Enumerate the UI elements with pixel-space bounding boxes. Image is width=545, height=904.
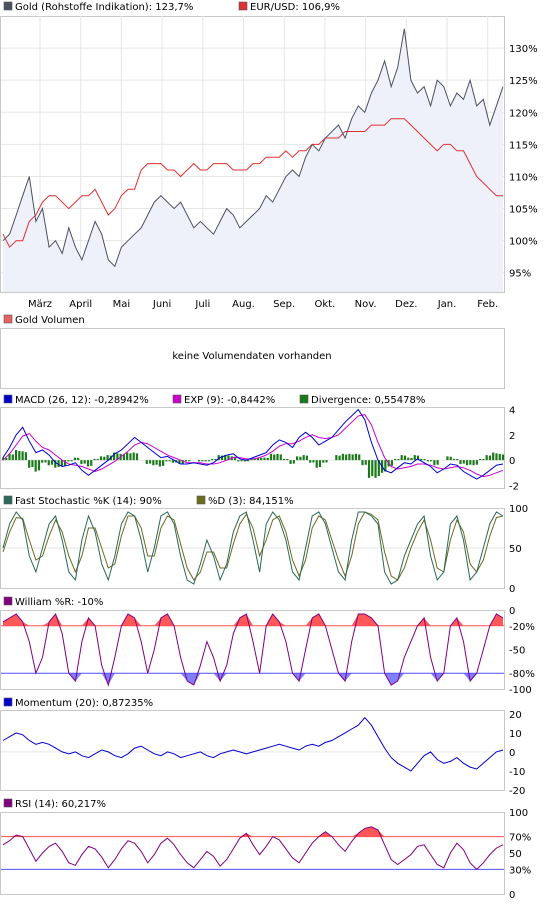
rsi-panel-frame [0,812,505,895]
month-label-1: April [69,299,92,310]
momentum-ytick-3: -10 [509,767,525,778]
month-label-0: März [28,299,52,310]
william-legend-label-0: William %R: -10% [15,597,103,608]
william-ytick-1: -20% [509,622,535,633]
eurusd-line [2,118,503,248]
william-ytick-4: -100 [509,685,532,696]
momentum-legend-swatch-0 [3,697,13,707]
price-ytick-6: 100% [509,237,538,248]
price-legend-swatch-1 [238,1,248,11]
macd-panel-frame [0,407,505,489]
price-ytick-3: 115% [509,140,538,151]
rsi-legend-swatch-0 [3,798,13,808]
macd-legend-swatch-1 [172,394,182,404]
william-legend-swatch-0 [3,596,13,606]
volume-legend-label-0: Gold Volumen [15,315,85,326]
macd-legend-swatch-0 [3,394,13,404]
macd-ytick-3: -2 [509,481,519,492]
stoch-k-line [2,511,504,585]
rsi-ytick-3: 30% [509,865,531,876]
stoch-d-line [2,511,504,581]
price-ytick-7: 95% [509,269,531,280]
stoch-legend-label-1: %D (3): 84,151% [208,496,294,507]
volume-legend-swatch-0 [3,314,13,324]
momentum-line [2,716,504,772]
momentum-panel-frame [0,710,505,791]
month-label-9: Dez. [395,299,417,310]
gold-area [3,28,503,293]
price-ytick-4: 110% [509,172,538,183]
rsi-ytick-0: 100 [509,808,528,819]
month-label-2: Mai [113,299,131,310]
price-legend-label-0: Gold (Rohstoffe Indikation): 123,7% [15,2,193,13]
rsi-ytick-2: 50 [509,849,522,860]
price-ytick-2: 120% [509,108,538,119]
macd-legend-label-2: Divergence: 0,55478% [311,395,425,406]
rsi-legend-label-0: RSI (14): 60,217% [15,799,106,810]
momentum-ytick-2: 0 [509,748,515,759]
momentum-ytick-0: 20 [509,710,522,721]
macd-ytick-0: 4 [509,406,515,417]
stoch-legend-label-0: Fast Stochastic %K (14): 90% [15,496,162,507]
momentum-ytick-1: 10 [509,729,522,740]
rsi-ytick-1: 70% [509,833,531,844]
price-ytick-1: 125% [509,76,538,87]
month-label-7: Okt. [315,299,336,310]
price-ytick-0: 130% [509,44,538,55]
month-label-11: Feb. [477,299,498,310]
price-legend-swatch-0 [3,1,13,11]
month-label-4: Juli [194,299,210,310]
price-ytick-5: 105% [509,205,538,216]
volume-panel-frame [0,328,505,389]
macd-ytick-2: 0 [509,456,515,467]
exp-line [2,414,504,478]
momentum-legend-label-0: Momentum (20): 0,87235% [15,698,153,709]
william-overbought-fill [3,614,503,626]
rsi-overbought-fill [3,826,503,837]
macd-legend-label-1: EXP (9): -0,8442% [184,395,275,406]
rsi-ytick-4: 0 [509,890,515,900]
month-label-6: Sep. [273,299,295,310]
william-line [2,612,504,687]
price-legend-label-1: EUR/USD: 106,9% [250,2,340,13]
stoch-ytick-0: 100 [509,504,528,515]
gold-line [2,28,504,268]
stoch-ytick-1: 50 [509,544,522,555]
macd-legend-label-0: MACD (26, 12): -0,28942% [15,395,149,406]
month-label-8: Nov. [355,299,377,310]
stoch-legend-swatch-0 [3,495,13,505]
macd-line [2,408,504,480]
macd-legend-swatch-2 [299,394,309,404]
rsi-line [2,826,504,871]
william-ytick-0: 0 [509,606,515,617]
macd-ytick-1: 2 [509,431,515,442]
momentum-ytick-4: -20 [509,786,525,797]
stoch-ytick-2: 0 [509,584,515,595]
month-label-10: Jan. [437,299,457,310]
volume-message: keine Volumendaten vorhanden [172,351,331,362]
month-label-5: Aug. [232,299,255,310]
stoch-legend-swatch-1 [196,495,206,505]
william-ytick-2: -50 [509,646,525,657]
month-label-3: Juni [152,299,171,310]
william-ytick-3: -80% [509,669,535,680]
